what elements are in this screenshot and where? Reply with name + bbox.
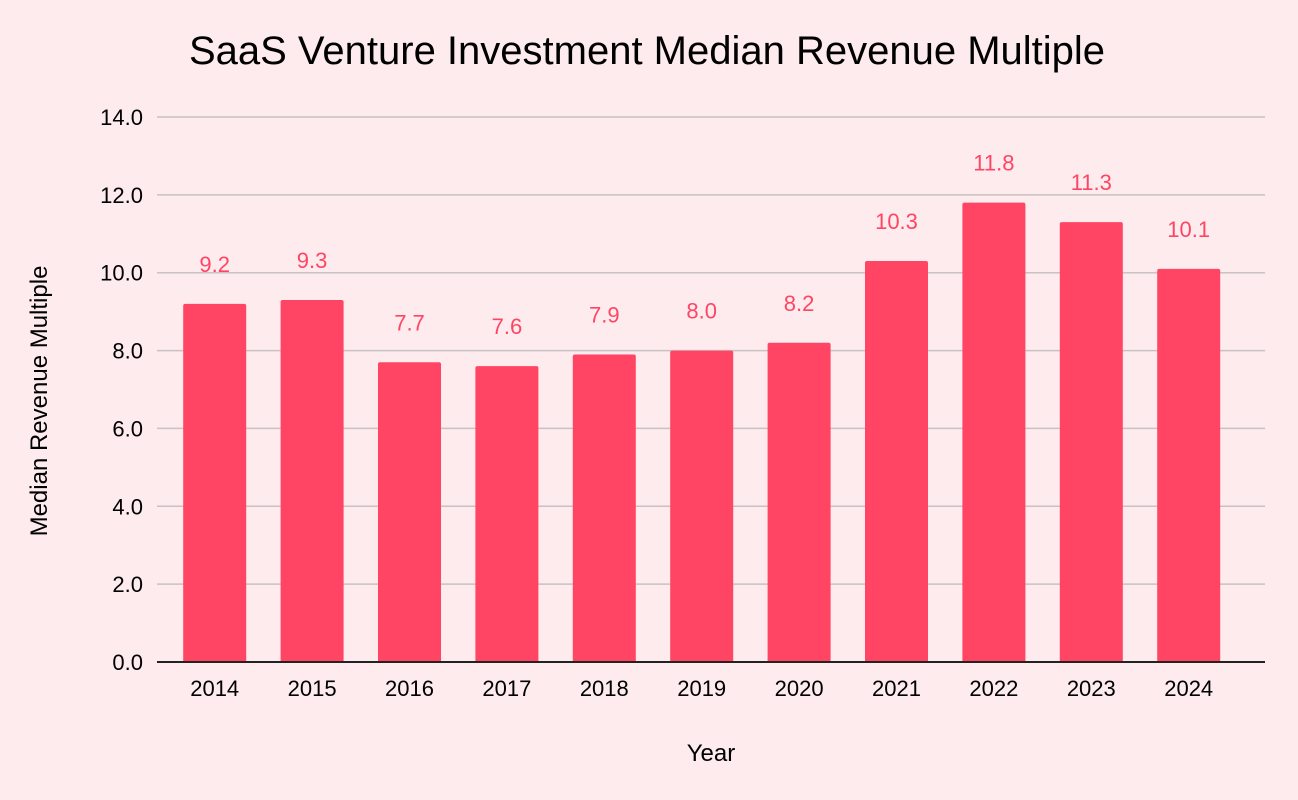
- data-label-2017: 7.6: [492, 314, 523, 339]
- x-tick-label-2024: 2024: [1164, 676, 1213, 701]
- bar-2021: [865, 261, 928, 662]
- x-tick-label-2017: 2017: [482, 676, 531, 701]
- x-tick-label-2022: 2022: [969, 676, 1018, 701]
- x-tick-label-2023: 2023: [1067, 676, 1116, 701]
- y-tick-label: 8.0: [112, 339, 143, 364]
- bar-2023: [1059, 222, 1123, 662]
- y-axis-title: Median Revenue Multiple: [26, 266, 53, 537]
- y-axis-tick-labels: 0.0 2.0 4.0 6.0 8.0 10.0 12.0 14.0: [100, 105, 143, 675]
- y-tick-label: 12.0: [100, 183, 143, 208]
- x-axis-title: Year: [687, 740, 736, 767]
- y-tick-label: 4.0: [112, 494, 143, 519]
- x-tick-label-2019: 2019: [677, 676, 726, 701]
- data-labels: 9.2 9.3 7.7 7.6 7.9 8.0 8.2 10.3 11.8 11.3 10.1: [199, 151, 1210, 340]
- data-label-2021: 10.3: [875, 209, 918, 234]
- x-tick-label-2018: 2018: [580, 676, 629, 701]
- y-tick-label: 6.0: [112, 416, 143, 441]
- x-axis-tick-labels: 2014 2015 2016 2017 2018 2019 2020 2021 2022 2023…: [190, 676, 1213, 701]
- x-tick-label-2014: 2014: [190, 676, 239, 701]
- bar-2019: [670, 350, 734, 662]
- y-tick-label: 10.0: [100, 261, 143, 286]
- data-label-2015: 9.3: [297, 248, 328, 273]
- bar-2016: [378, 362, 441, 662]
- data-label-2018: 7.9: [589, 302, 620, 327]
- data-label-2019: 8.0: [686, 299, 717, 324]
- chart-title: SaaS Venture Investment Median Revenue M…: [189, 29, 1105, 73]
- y-tick-label: 2.0: [112, 572, 143, 597]
- x-tick-label-2020: 2020: [775, 676, 824, 701]
- data-label-2023: 11.3: [1071, 170, 1112, 195]
- bars: [183, 202, 1221, 662]
- x-tick-label-2016: 2016: [385, 676, 434, 701]
- data-label-2020: 8.2: [784, 291, 815, 316]
- data-label-2016: 7.7: [394, 310, 425, 335]
- y-tick-label: 14.0: [100, 105, 143, 130]
- data-label-2024: 10.1: [1167, 217, 1210, 242]
- data-label-2014: 9.2: [199, 252, 230, 277]
- bar-2017: [475, 366, 539, 662]
- bar-2022: [962, 202, 1026, 662]
- data-label-2022: 11.8: [973, 151, 1014, 176]
- bar-2015: [280, 299, 344, 662]
- x-tick-label-2021: 2021: [872, 676, 921, 701]
- x-tick-label-2015: 2015: [288, 676, 337, 701]
- bar-2018: [572, 354, 636, 662]
- bar-2014: [183, 303, 247, 662]
- bar-2024: [1157, 268, 1221, 662]
- bar-2020: [767, 342, 831, 662]
- y-tick-label: 0.0: [112, 650, 143, 675]
